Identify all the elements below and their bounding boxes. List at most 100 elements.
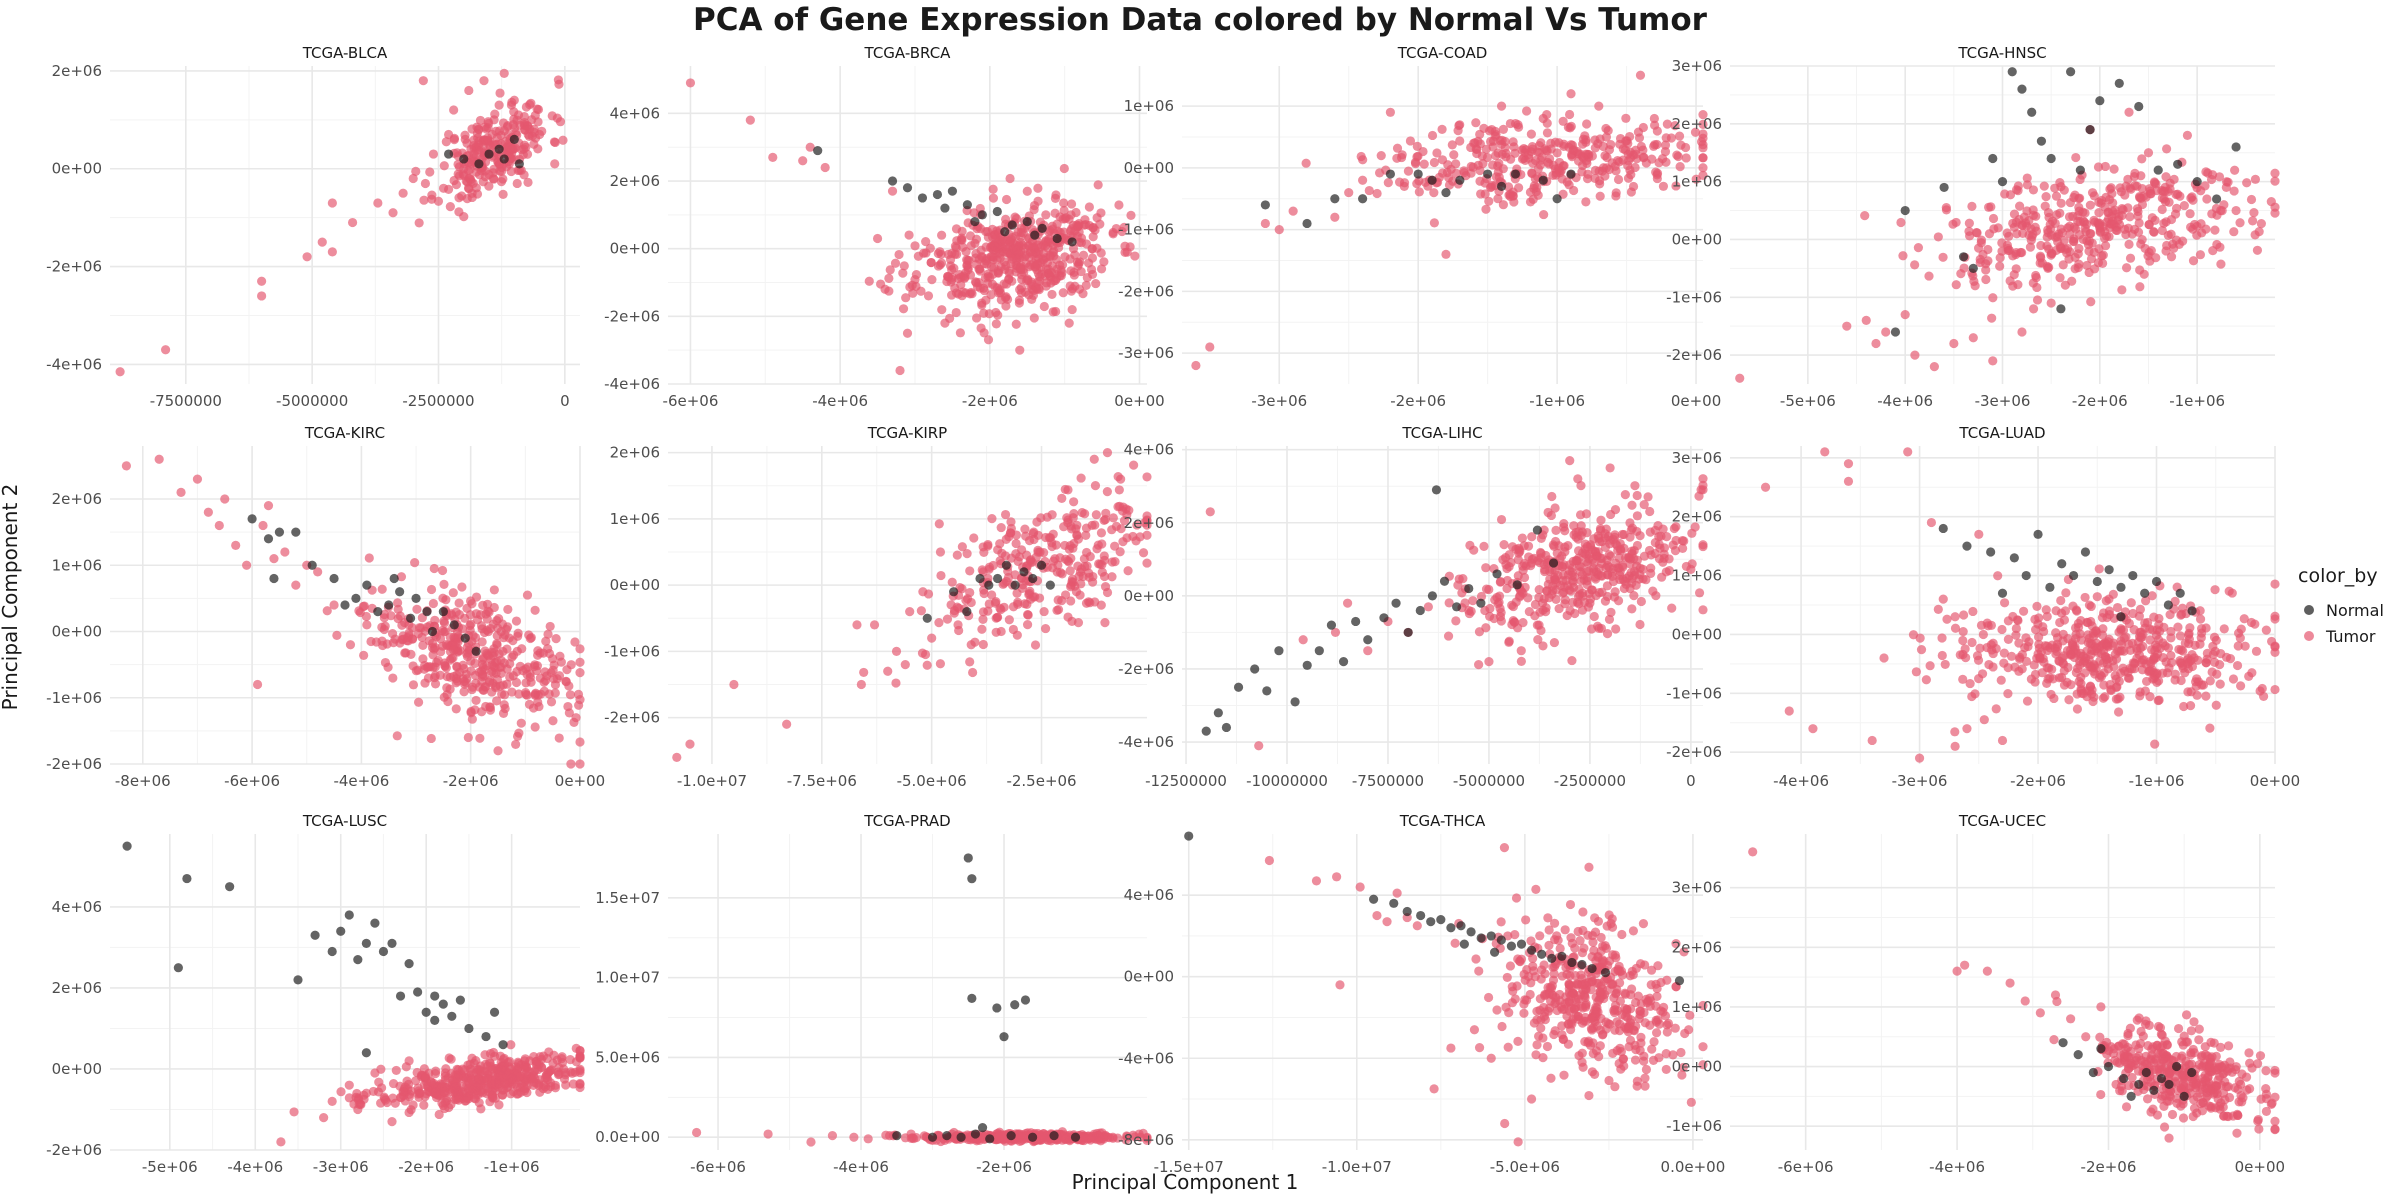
tumor-point: [1610, 587, 1620, 597]
normal-point: [2046, 153, 2056, 164]
tumor-point: [1069, 497, 1079, 507]
tumor-point: [1698, 129, 1708, 139]
tumor-point: [1573, 546, 1584, 556]
tumor-point: [1449, 150, 1459, 160]
tumor-point: [2151, 653, 2161, 663]
tumor-point: [2143, 148, 2154, 158]
x-tick-label: 0e+00: [1671, 392, 1721, 410]
tumor-point: [1628, 926, 1639, 936]
tumor-point: [1547, 491, 1557, 502]
tumor-point: [1575, 510, 1586, 520]
normal-point: [2153, 165, 2163, 175]
tumor-point: [2073, 249, 2083, 259]
normal-point: [1001, 560, 1011, 570]
normal-point: [1020, 995, 1031, 1005]
y-tick-label: 0e+00: [1124, 968, 1174, 986]
tumor-point: [467, 124, 477, 134]
y-tick-label: 0e+00: [1672, 625, 1722, 643]
tumor-point: [1937, 633, 1947, 643]
tumor-point: [2124, 107, 2134, 117]
tumor-point: [1567, 655, 1577, 666]
tumor-point: [2235, 218, 2245, 228]
tumor-point: [471, 695, 481, 706]
tumor-point: [1654, 554, 1665, 564]
tumor-point: [2246, 194, 2257, 205]
normal-point: [1049, 1131, 1059, 1141]
tumor-point: [925, 243, 935, 253]
tumor-point: [798, 156, 808, 166]
panel-title: TCGA-LUAD: [1958, 424, 2045, 442]
tumor-point: [895, 365, 905, 376]
normal-point: [1000, 227, 1010, 237]
tumor-point: [1480, 189, 1490, 199]
tumor-point: [1698, 474, 1708, 484]
tumor-point: [411, 1076, 421, 1086]
tumor-point: [1031, 282, 1041, 292]
tumor-point: [2078, 234, 2088, 244]
tumor-point: [269, 554, 279, 564]
tumor-point: [1474, 660, 1484, 670]
y-tick-label: -2e+06: [1666, 346, 1722, 364]
tumor-point: [2129, 172, 2139, 182]
tumor-point: [1205, 507, 1215, 517]
tumor-point: [1048, 529, 1058, 539]
normal-point: [1314, 646, 1324, 656]
tumor-point: [1614, 553, 1624, 563]
tumor-point: [2118, 663, 2128, 673]
tumor-point: [538, 1083, 548, 1094]
tumor-point: [863, 1134, 873, 1144]
x-tick-label: -6e+06: [690, 1158, 746, 1176]
tumor-point: [537, 126, 547, 136]
tumor-point: [1513, 1137, 1523, 1147]
tumor-point: [2028, 205, 2038, 215]
tumor-point: [2261, 625, 2271, 635]
tumor-point: [551, 634, 561, 644]
tumor-point: [942, 614, 953, 624]
tumor-point: [927, 633, 937, 643]
tumor-point: [2249, 207, 2259, 218]
x-tick-label: -4e+06: [833, 1158, 889, 1176]
y-tick-label: 4e+06: [610, 104, 660, 122]
tumor-point: [1481, 584, 1492, 594]
tumor-point: [2102, 612, 2112, 623]
tumor-point: [2135, 643, 2146, 653]
tumor-point: [1012, 630, 1022, 640]
tumor-point: [498, 189, 508, 199]
tumor-point: [512, 646, 522, 656]
tumor-point: [2102, 659, 2112, 669]
tumor-point: [552, 674, 562, 684]
tumor-point: [2017, 327, 2027, 337]
tumor-point: [441, 1064, 451, 1074]
tumor-point: [1050, 193, 1061, 203]
tumor-point: [1981, 265, 1991, 275]
y-tick-label: -3e+06: [1118, 344, 1174, 362]
tumor-point: [1552, 148, 1562, 158]
tumor-point: [1603, 126, 1613, 136]
tumor-point: [2009, 209, 2020, 219]
tumor-point: [562, 665, 572, 675]
tumor-point: [986, 252, 997, 262]
tumor-point: [1916, 645, 1927, 655]
tumor-point: [2101, 596, 2111, 606]
tumor-point: [2150, 215, 2160, 225]
tumor-point: [949, 263, 959, 273]
normal-point: [992, 573, 1003, 584]
normal-point: [1939, 182, 1949, 193]
tumor-point: [1632, 490, 1642, 501]
tumor-point: [493, 746, 503, 756]
tumor-point: [1544, 940, 1554, 950]
tumor-point: [424, 636, 434, 646]
tumor-point: [418, 640, 428, 650]
tumor-point: [2171, 203, 2182, 213]
tumor-point: [1414, 187, 1424, 197]
tumor-point: [2106, 183, 2116, 193]
tumor-point: [983, 606, 993, 616]
tumor-point: [1516, 656, 1526, 666]
tumor-point: [913, 251, 923, 261]
tumor-point: [685, 739, 695, 749]
tumor-point: [440, 1071, 450, 1081]
tumor-point: [1619, 583, 1629, 594]
tumor-point: [492, 615, 502, 626]
panel-title: TCGA-BRCA: [864, 44, 952, 62]
tumor-point: [1496, 616, 1506, 626]
